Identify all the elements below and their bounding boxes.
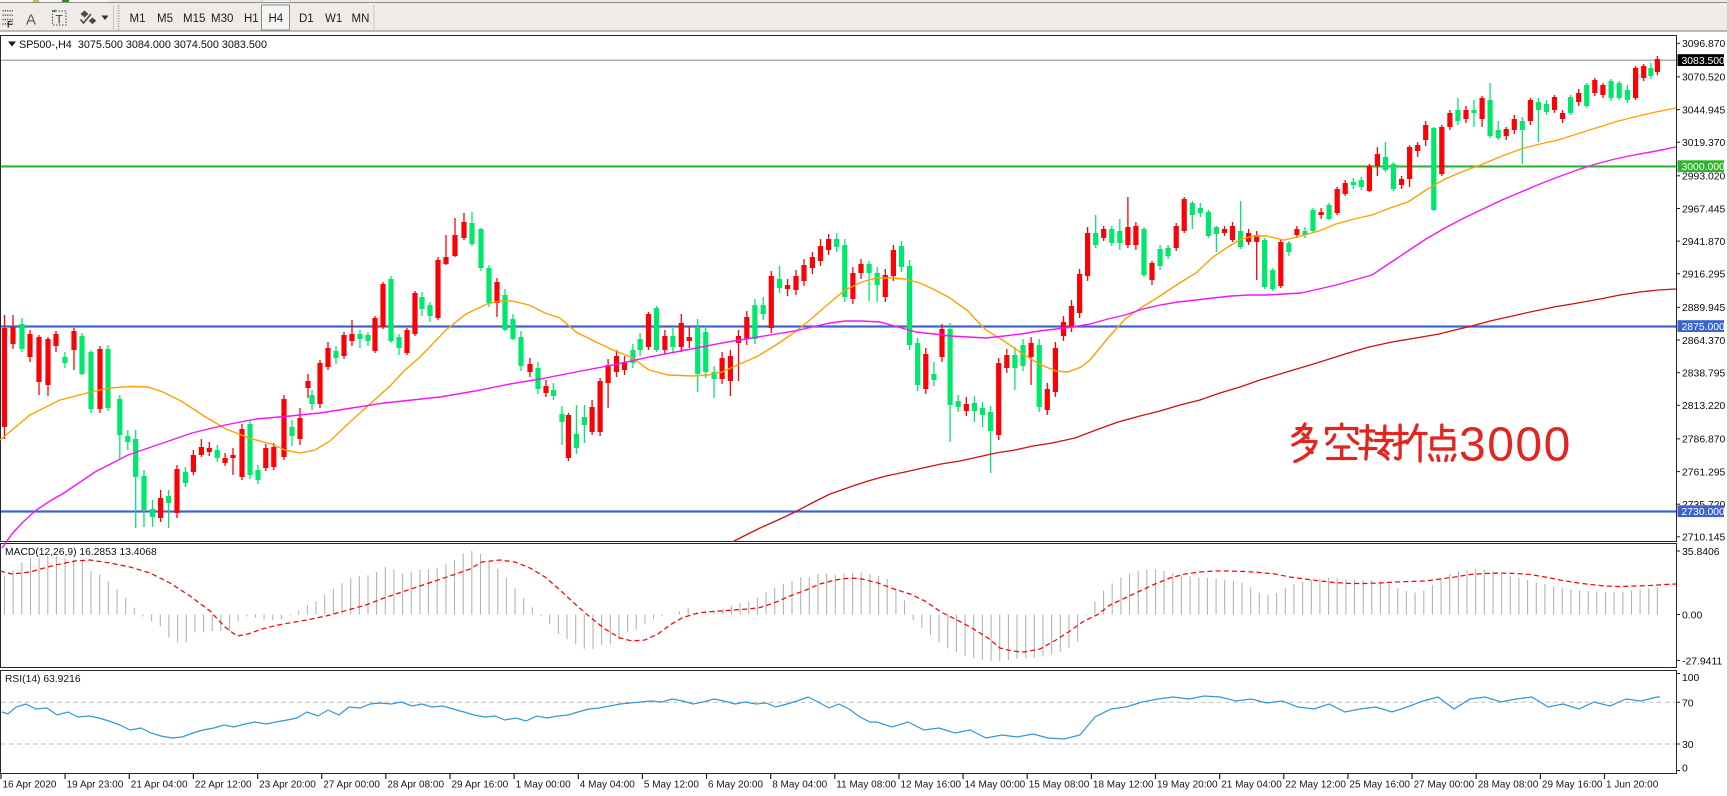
svg-text:100: 100 bbox=[1682, 673, 1700, 684]
svg-text:2916.295: 2916.295 bbox=[1682, 270, 1726, 281]
svg-text:2710.145: 2710.145 bbox=[1682, 533, 1726, 544]
svg-text:12 May 16:00: 12 May 16:00 bbox=[901, 780, 962, 791]
svg-text:RSI(14) 63.9216: RSI(14) 63.9216 bbox=[5, 674, 81, 685]
svg-text:29 May 16:00: 29 May 16:00 bbox=[1542, 780, 1603, 791]
svg-text:15 May 08:00: 15 May 08:00 bbox=[1029, 780, 1090, 791]
svg-text:2889.945: 2889.945 bbox=[1682, 303, 1726, 314]
svg-text:21 Apr 04:00: 21 Apr 04:00 bbox=[131, 780, 188, 791]
svg-text:27 Apr 00:00: 27 Apr 00:00 bbox=[323, 780, 380, 791]
svg-text:16 Apr 2020: 16 Apr 2020 bbox=[3, 780, 57, 791]
svg-text:2941.870: 2941.870 bbox=[1682, 237, 1726, 248]
svg-text:2875.000: 2875.000 bbox=[1682, 322, 1726, 333]
svg-text:28 Apr 08:00: 28 Apr 08:00 bbox=[387, 780, 444, 791]
svg-text:3019.370: 3019.370 bbox=[1682, 138, 1726, 149]
svg-text:70: 70 bbox=[1682, 698, 1694, 709]
svg-text:3000: 3000 bbox=[1459, 419, 1572, 472]
svg-text:30: 30 bbox=[1682, 740, 1694, 751]
svg-text:14 May 00:00: 14 May 00:00 bbox=[965, 780, 1026, 791]
svg-text:2813.220: 2813.220 bbox=[1682, 401, 1726, 412]
svg-text:2967.445: 2967.445 bbox=[1682, 204, 1726, 215]
svg-text:4 May 04:00: 4 May 04:00 bbox=[580, 780, 635, 791]
svg-text:35.8406: 35.8406 bbox=[1682, 547, 1720, 558]
svg-text:D1: D1 bbox=[299, 13, 314, 25]
svg-text:0.00: 0.00 bbox=[1682, 610, 1702, 621]
svg-text:2786.870: 2786.870 bbox=[1682, 435, 1726, 446]
svg-text:3000.000: 3000.000 bbox=[1682, 162, 1726, 173]
svg-text:0: 0 bbox=[1682, 764, 1688, 775]
svg-text:A: A bbox=[26, 12, 36, 29]
svg-text:F: F bbox=[7, 20, 13, 31]
svg-text:2730.000: 2730.000 bbox=[1682, 507, 1726, 518]
svg-text:27 May 00:00: 27 May 00:00 bbox=[1414, 780, 1475, 791]
svg-text:1 Jun 20:00: 1 Jun 20:00 bbox=[1606, 780, 1659, 791]
svg-text:T: T bbox=[56, 13, 64, 27]
svg-text:M30: M30 bbox=[211, 13, 233, 25]
svg-text:29 Apr 16:00: 29 Apr 16:00 bbox=[452, 780, 509, 791]
svg-text:M1: M1 bbox=[130, 13, 146, 25]
svg-text:28 May 08:00: 28 May 08:00 bbox=[1478, 780, 1539, 791]
svg-text:H4: H4 bbox=[269, 13, 284, 25]
svg-text:SP500-,H4 3075.500 3084.000 3: SP500-,H4 3075.500 3084.000 3074.500 308… bbox=[19, 39, 267, 51]
svg-text:W1: W1 bbox=[325, 13, 342, 25]
svg-text:8 May 04:00: 8 May 04:00 bbox=[772, 780, 827, 791]
svg-text:3044.945: 3044.945 bbox=[1682, 105, 1726, 116]
svg-text:19 Apr 23:00: 19 Apr 23:00 bbox=[67, 780, 124, 791]
svg-text:M5: M5 bbox=[157, 13, 173, 25]
svg-text:1 May 00:00: 1 May 00:00 bbox=[516, 780, 571, 791]
svg-text:18 May 12:00: 18 May 12:00 bbox=[1093, 780, 1154, 791]
svg-text:6 May 20:00: 6 May 20:00 bbox=[708, 780, 763, 791]
svg-text:-27.9411: -27.9411 bbox=[1682, 656, 1722, 667]
svg-text:11 May 08:00: 11 May 08:00 bbox=[836, 780, 896, 791]
svg-text:23 Apr 20:00: 23 Apr 20:00 bbox=[259, 780, 316, 791]
svg-text:5 May 12:00: 5 May 12:00 bbox=[644, 780, 699, 791]
svg-text:3096.870: 3096.870 bbox=[1682, 39, 1726, 50]
svg-text:2838.795: 2838.795 bbox=[1682, 369, 1726, 380]
svg-text:MN: MN bbox=[352, 13, 370, 25]
svg-text:22 May 12:00: 22 May 12:00 bbox=[1285, 780, 1346, 791]
svg-text:2993.020: 2993.020 bbox=[1682, 172, 1726, 183]
svg-text:3083.500: 3083.500 bbox=[1682, 56, 1726, 67]
svg-text:2761.295: 2761.295 bbox=[1682, 467, 1726, 478]
svg-text:25 May 16:00: 25 May 16:00 bbox=[1349, 780, 1410, 791]
svg-text:19 May 20:00: 19 May 20:00 bbox=[1157, 780, 1218, 791]
svg-text:H1: H1 bbox=[244, 13, 259, 25]
svg-text:21 May 04:00: 21 May 04:00 bbox=[1221, 780, 1282, 791]
svg-text:22 Apr 12:00: 22 Apr 12:00 bbox=[195, 780, 252, 791]
svg-text:3070.520: 3070.520 bbox=[1682, 73, 1726, 84]
svg-text:M15: M15 bbox=[183, 13, 205, 25]
svg-text:MACD(12,26,9) 16.2853 13.4068: MACD(12,26,9) 16.2853 13.4068 bbox=[5, 547, 157, 558]
svg-text:2864.370: 2864.370 bbox=[1682, 336, 1726, 347]
